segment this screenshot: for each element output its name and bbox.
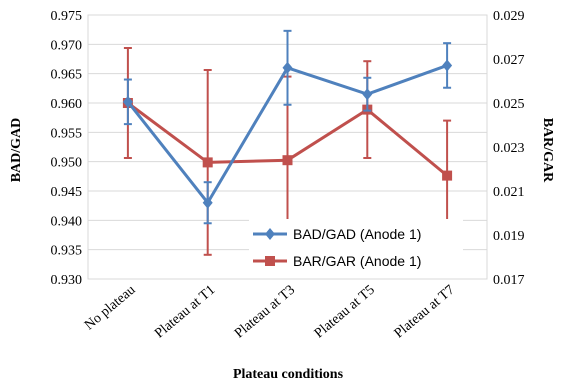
data-point	[202, 196, 213, 209]
legend: BAD/GAD (Anode 1) BAR/GAR (Anode 1)	[249, 219, 463, 277]
y-tick-label: 0.940	[51, 214, 83, 229]
y-tick-label: 0.930	[51, 273, 83, 288]
legend-marker	[265, 256, 275, 266]
y2-tick-label: 0.029	[493, 9, 525, 24]
y2-tick-label: 0.025	[493, 97, 525, 112]
y-tick-label: 0.945	[51, 185, 83, 200]
series-bad-gad	[122, 29, 453, 225]
data-point	[442, 170, 453, 181]
y-tick-label: 0.960	[51, 97, 83, 112]
y-tick-label: 0.950	[51, 156, 83, 171]
data-point	[362, 88, 373, 101]
y2-tick-label: 0.017	[493, 273, 525, 288]
y-tick-label: 0.965	[51, 68, 83, 83]
x-tick-label: Plateau at T1	[152, 283, 218, 342]
x-tick-label: No plateau	[82, 283, 138, 334]
x-tick-label: Plateau at T3	[232, 283, 298, 342]
legend-item: BAR/GAR (Anode 1)	[253, 253, 421, 269]
x-axis-ticks: No plateau Plateau at T1 Plateau at T3 Plat…	[82, 283, 458, 342]
y-tick-label: 0.975	[51, 9, 83, 24]
y-tick-label: 0.955	[51, 126, 83, 141]
x-tick-label: Plateau at T7	[392, 283, 458, 342]
legend-label: BAR/GAR (Anode 1)	[293, 253, 421, 269]
y2-tick-label: 0.021	[493, 185, 525, 200]
data-point	[282, 155, 293, 166]
x-tick-label: Plateau at T5	[312, 283, 378, 342]
legend-label: BAD/GAD (Anode 1)	[293, 226, 421, 242]
legend-box	[249, 219, 463, 277]
y-axis-title: BAD/GAD	[9, 118, 24, 183]
right-axis-ticks: 0.017 0.019 0.021 0.023 0.025 0.027 0.029	[493, 9, 525, 288]
y2-tick-label: 0.027	[493, 53, 525, 68]
y2-tick-label: 0.019	[493, 229, 525, 244]
left-axis-ticks: 0.930 0.935 0.940 0.945 0.950 0.955 0.960 0.965…	[51, 9, 83, 288]
legend-item: BAD/GAD (Anode 1)	[253, 226, 421, 242]
plot-area	[87, 14, 488, 280]
data-point	[202, 157, 213, 168]
data-point	[282, 61, 293, 74]
data-point	[122, 95, 133, 108]
legend-marker	[265, 228, 275, 240]
y-tick-label: 0.935	[51, 244, 83, 259]
y2-axis-title: BAR/GAR	[540, 118, 555, 183]
series-layer	[122, 29, 453, 256]
y2-tick-label: 0.023	[493, 141, 525, 156]
data-point	[442, 59, 453, 72]
x-axis-title: Plateau conditions	[233, 367, 344, 382]
y-tick-label: 0.970	[51, 38, 83, 53]
